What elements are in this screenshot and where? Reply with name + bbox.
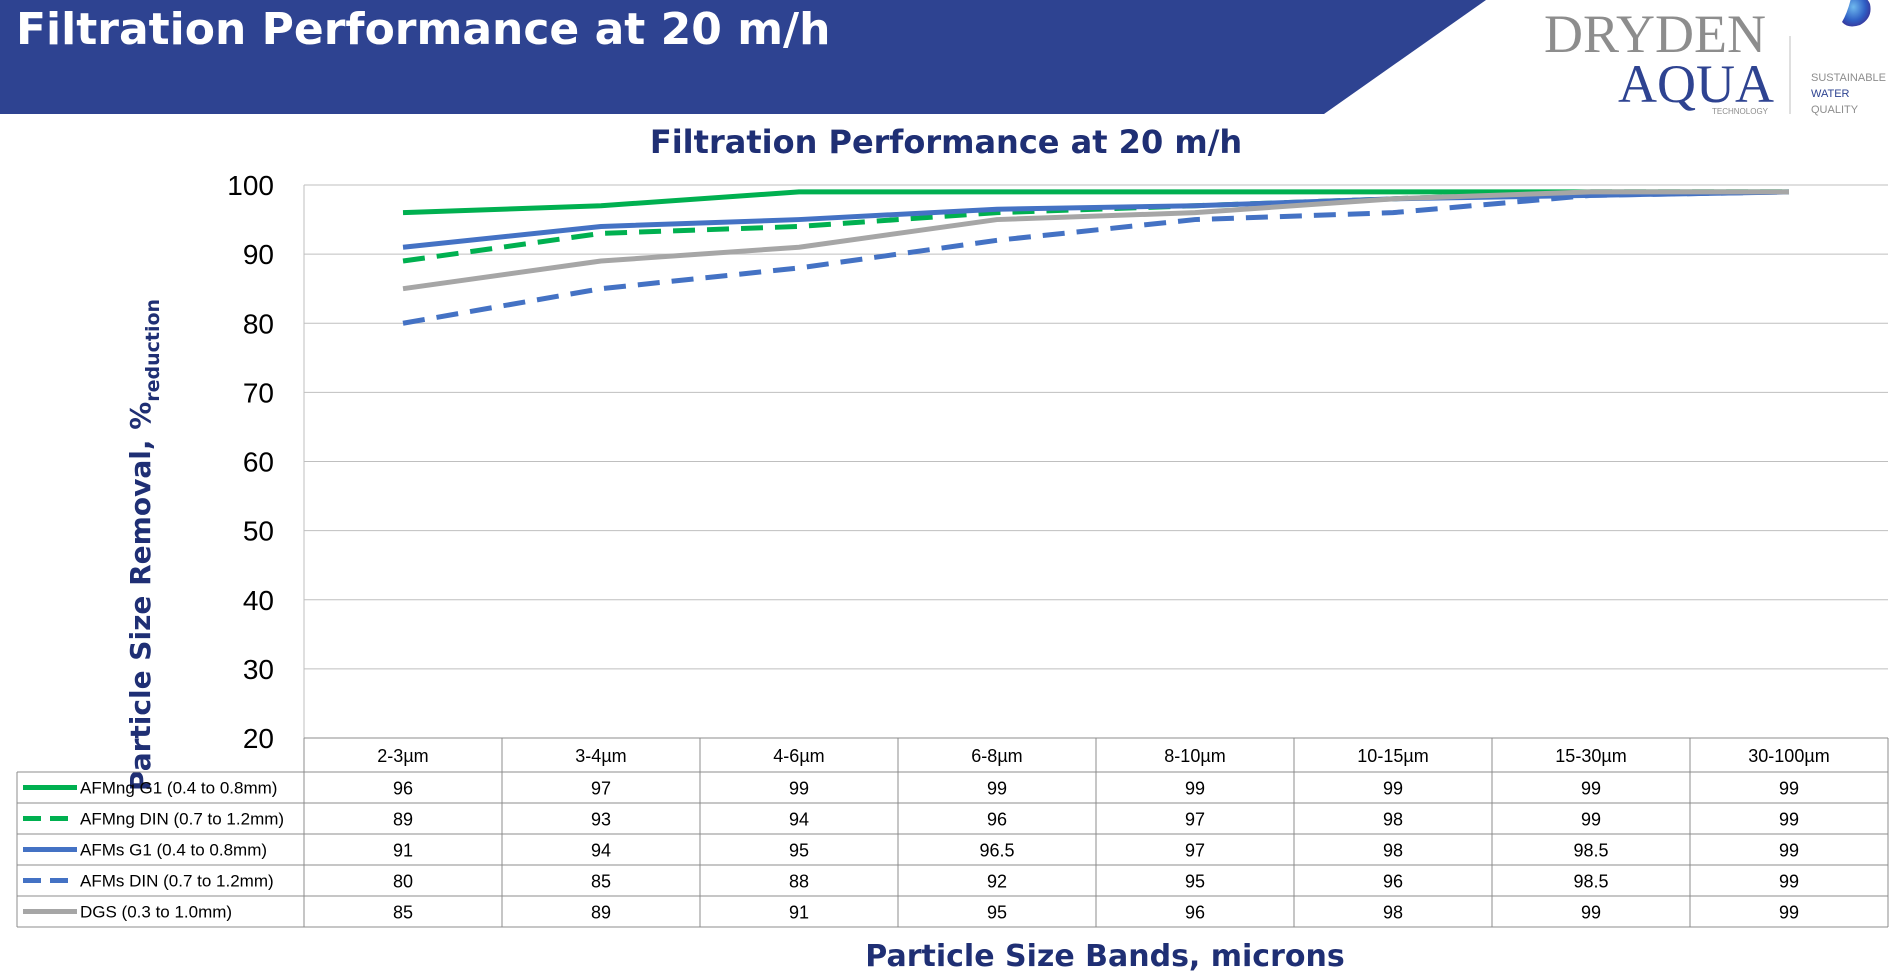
data-label: 96.5 (979, 841, 1014, 861)
x-tick-label: 4-6µm (773, 746, 824, 766)
x-tick-label: 15-30µm (1555, 746, 1626, 766)
data-label: 93 (591, 810, 611, 830)
y-tick-label: 40 (243, 585, 274, 616)
header-banner-shape (0, 0, 1486, 114)
data-label: 94 (789, 810, 809, 830)
logo-tagline-2: WATER (1811, 88, 1850, 100)
gridlines (303, 184, 1888, 739)
series-line (402, 189, 1789, 292)
y-tick-label: 60 (243, 447, 274, 478)
legend-label: AFMng DIN (0.7 to 1.2mm) (80, 810, 284, 829)
data-label: 92 (987, 872, 1007, 892)
data-label: 97 (1185, 810, 1205, 830)
data-label: 99 (1185, 779, 1205, 799)
x-tick-label: 2-3µm (377, 746, 428, 766)
data-label: 98 (1383, 841, 1403, 861)
legend-label: DGS (0.3 to 1.0mm) (80, 903, 232, 922)
y-tick-label: 90 (243, 239, 274, 270)
water-drop-icon (1842, 0, 1871, 27)
page-title: Filtration Performance at 20 m/h (16, 4, 831, 55)
data-label: 89 (393, 810, 413, 830)
series-line (402, 189, 1790, 250)
data-label: 96 (393, 779, 413, 799)
data-label: 99 (1581, 903, 1601, 923)
data-label: 99 (1779, 872, 1799, 892)
y-axis-title: Particle Size Removal, %reduction (124, 299, 164, 791)
y-tick-label: 70 (243, 377, 274, 408)
legend-label: AFMs G1 (0.4 to 0.8mm) (80, 841, 267, 860)
data-label: 95 (789, 841, 809, 861)
data-label: 99 (1779, 841, 1799, 861)
chart-title: Filtration Performance at 20 m/h (650, 123, 1242, 161)
legend-label: AFMs DIN (0.7 to 1.2mm) (80, 872, 274, 891)
x-tick-label: 10-15µm (1357, 746, 1428, 766)
data-label: 97 (1185, 841, 1205, 861)
data-label: 98 (1383, 903, 1403, 923)
data-label: 99 (1779, 810, 1799, 830)
data-label: 91 (393, 841, 413, 861)
legend-label: AFMng G1 (0.4 to 0.8mm) (80, 779, 277, 798)
x-tick-label: 6-8µm (971, 746, 1022, 766)
data-label: 99 (1581, 810, 1601, 830)
data-label: 88 (789, 872, 809, 892)
y-axis-title-subscript: reduction (142, 299, 164, 402)
data-label: 95 (1185, 872, 1205, 892)
data-label: 89 (591, 903, 611, 923)
x-axis-title: Particle Size Bands, microns (865, 939, 1344, 974)
y-axis-title-main: Particle Size Removal, % (124, 402, 157, 791)
data-table: 2-3µm 3-4µm 4-6µm 6-8µm 8-10µm 10-15µm 15-30µm… (16, 737, 1889, 928)
y-tick-label: 20 (243, 723, 274, 754)
data-label: 97 (591, 779, 611, 799)
y-tick-label: 80 (243, 308, 274, 339)
logo-aqua-text: AQUA (1618, 54, 1774, 114)
data-label: 99 (1581, 779, 1601, 799)
series-lines (402, 189, 1790, 326)
x-tick-label: 3-4µm (575, 746, 626, 766)
data-label: 99 (789, 779, 809, 799)
logo-tagline-1: SUSTAINABLE (1811, 72, 1886, 84)
data-label: 96 (987, 810, 1007, 830)
series-line (402, 189, 1790, 326)
data-label: 96 (1383, 872, 1403, 892)
y-tick-label: 50 (243, 516, 274, 547)
x-tick-label: 8-10µm (1164, 746, 1225, 766)
data-label: 95 (987, 903, 1007, 923)
data-label: 99 (1779, 903, 1799, 923)
x-tick-label: 30-100µm (1748, 746, 1829, 766)
data-label: 98.5 (1573, 841, 1608, 861)
header-banner (0, 0, 1486, 114)
logo-dryden-text: DRYDEN (1544, 4, 1766, 64)
data-label: 98 (1383, 810, 1403, 830)
dryden-aqua-logo: DRYDEN AQUA TECHNOLOGY SUSTAINABLE WATER… (1544, 0, 1886, 116)
data-label: 80 (393, 872, 413, 892)
data-label: 96 (1185, 903, 1205, 923)
data-label: 85 (591, 872, 611, 892)
y-tick-label: 30 (243, 654, 274, 685)
data-label: 99 (1779, 779, 1799, 799)
data-label: 99 (987, 779, 1007, 799)
data-label: 98.5 (1573, 872, 1608, 892)
y-tick-labels: 20 30 40 50 60 70 80 90 100 (227, 170, 274, 754)
logo-tagline-3: QUALITY (1811, 104, 1859, 116)
data-label: 99 (1383, 779, 1403, 799)
y-tick-label: 100 (227, 170, 274, 201)
data-label: 91 (789, 903, 809, 923)
data-label: 85 (393, 903, 413, 923)
data-label: 94 (591, 841, 611, 861)
logo-technology-text: TECHNOLOGY (1712, 107, 1769, 116)
